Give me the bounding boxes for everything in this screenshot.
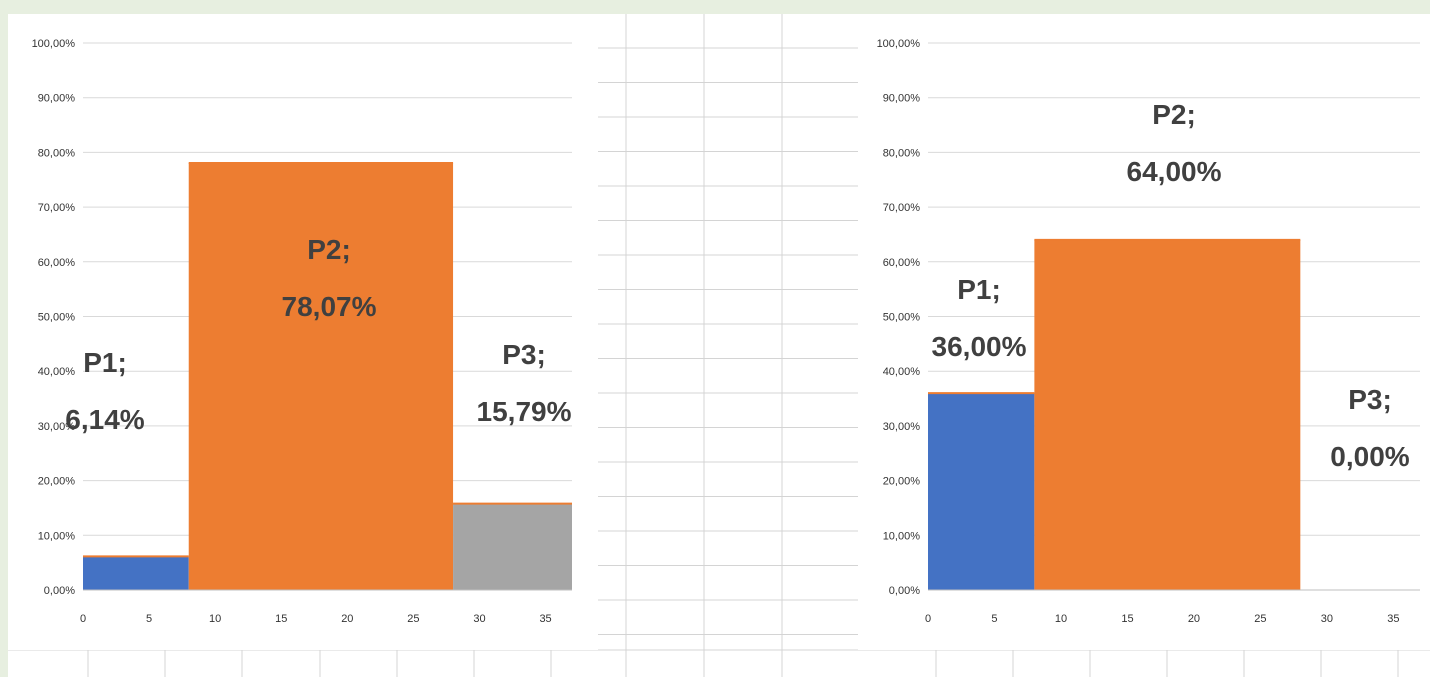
- bar-p3[interactable]: [453, 503, 572, 590]
- data-label-p3-name: P3;: [1348, 384, 1392, 415]
- x-tick-label: 15: [275, 613, 287, 625]
- x-tick-label: 25: [1254, 613, 1266, 625]
- y-tick-label: 80,00%: [38, 147, 76, 159]
- data-label-p2-value: 64,00%: [1127, 156, 1222, 187]
- x-tick-label: 5: [146, 613, 152, 625]
- bar-p2[interactable]: [188, 162, 454, 591]
- x-tick-label: 30: [1321, 613, 1333, 625]
- histogram-chart-right[interactable]: 0,00% 10,00% 20,00% 30,00% 40,00% 50,00% 60,00…: [858, 14, 1430, 650]
- x-tick-label: 10: [209, 613, 221, 625]
- x-tick-label: 20: [341, 613, 353, 625]
- x-tick-label: 20: [1188, 613, 1200, 625]
- bar-p1[interactable]: [928, 393, 1035, 590]
- y-tick-label: 80,00%: [883, 147, 921, 159]
- x-tick-label: 10: [1055, 613, 1067, 625]
- data-label-p3-value: 0,00%: [1330, 441, 1409, 472]
- y-tick-label: 70,00%: [38, 202, 76, 214]
- data-label-p1-name: P1;: [957, 274, 1001, 305]
- bar-p2[interactable]: [1034, 239, 1301, 591]
- y-tick-label: 60,00%: [38, 257, 76, 269]
- y-tick-label: 50,00%: [883, 312, 921, 324]
- sheet-top-band: [0, 0, 1430, 14]
- x-tick-label: 0: [80, 613, 86, 625]
- data-label-p3-name: P3;: [502, 339, 546, 370]
- data-label-p1-value: 6,14%: [65, 404, 144, 435]
- y-tick-label: 60,00%: [883, 257, 921, 269]
- y-tick-label: 0,00%: [889, 585, 920, 597]
- x-tick-label: 35: [1387, 613, 1399, 625]
- y-tick-label: 100,00%: [877, 38, 921, 50]
- x-tick-label: 30: [473, 613, 485, 625]
- data-label-p1-name: P1;: [83, 347, 127, 378]
- y-tick-label: 20,00%: [38, 476, 76, 488]
- x-tick-label: 35: [539, 613, 551, 625]
- data-label-p1-value: 36,00%: [932, 331, 1027, 362]
- data-label-p2-name: P2;: [307, 234, 351, 265]
- histogram-chart-left[interactable]: 0,00% 10,00% 20,00% 30,00% 40,00% 50,00% 60,00…: [8, 14, 598, 650]
- bar-p1[interactable]: [83, 556, 189, 590]
- y-tick-label: 0,00%: [44, 585, 75, 597]
- y-tick-label: 30,00%: [883, 421, 921, 433]
- sheet-left-band: [0, 0, 8, 677]
- y-tick-label: 20,00%: [883, 476, 921, 488]
- data-label-p2-value: 78,07%: [282, 291, 377, 322]
- y-tick-label: 50,00%: [38, 312, 76, 324]
- data-label-p3-value: 15,79%: [477, 396, 572, 427]
- y-tick-label: 30,00%: [38, 421, 76, 433]
- data-label-p2-name: P2;: [1152, 99, 1196, 130]
- x-tick-label: 5: [991, 613, 997, 625]
- y-tick-label: 90,00%: [883, 93, 921, 105]
- y-tick-label: 10,00%: [38, 530, 76, 542]
- histogram-svg-right: 0,00%10,00%20,00%30,00%40,00%50,00%60,00…: [877, 38, 1420, 625]
- x-tick-label: 25: [407, 613, 419, 625]
- y-tick-label: 10,00%: [883, 530, 921, 542]
- y-tick-label: 100,00%: [32, 38, 76, 50]
- y-tick-label: 70,00%: [883, 202, 921, 214]
- histogram-svg-left: 0,00% 10,00% 20,00% 30,00% 40,00% 50,00% 60,00…: [32, 38, 572, 625]
- y-tick-label: 40,00%: [38, 366, 76, 378]
- y-tick-label: 90,00%: [38, 93, 76, 105]
- y-tick-label: 40,00%: [883, 366, 921, 378]
- x-tick-label: 0: [925, 613, 931, 625]
- x-tick-label: 15: [1121, 613, 1133, 625]
